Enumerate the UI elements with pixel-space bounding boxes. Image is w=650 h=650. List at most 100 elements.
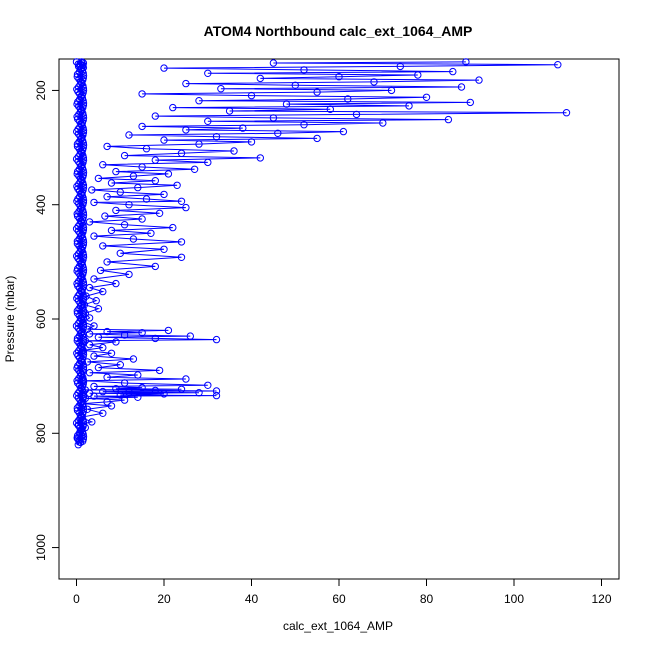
data-point <box>88 418 96 426</box>
data-point <box>182 203 190 212</box>
data-point <box>422 93 431 102</box>
data-point <box>74 319 83 328</box>
data-point <box>96 266 105 275</box>
data-point <box>147 229 155 238</box>
data-point <box>269 114 278 122</box>
data-point <box>186 332 195 340</box>
data-point <box>94 174 103 183</box>
data-point <box>169 103 177 112</box>
data-point <box>151 334 160 343</box>
data-point <box>120 151 129 160</box>
y-tick-label: 1000 <box>34 534 48 561</box>
data-point <box>134 393 142 401</box>
data-point <box>247 91 256 100</box>
data-point <box>75 374 83 383</box>
series-line <box>77 61 567 445</box>
data-point <box>217 85 225 93</box>
data-point <box>282 100 291 108</box>
data-point <box>74 250 83 258</box>
data-point <box>76 428 84 436</box>
data-point <box>212 335 221 344</box>
data-point <box>85 341 94 349</box>
data-point <box>72 58 81 66</box>
data-point <box>103 398 111 406</box>
data-point <box>99 161 107 169</box>
y-tick-label: 200 <box>34 80 48 100</box>
data-point <box>387 86 396 95</box>
data-point <box>256 154 264 162</box>
data-point <box>155 366 164 375</box>
data-point <box>125 201 133 209</box>
data-point <box>112 167 120 176</box>
data-point <box>120 396 129 404</box>
data-point <box>405 102 413 110</box>
series-lines <box>76 61 567 445</box>
data-point <box>182 79 190 88</box>
data-point <box>212 387 221 395</box>
data-point <box>79 318 87 326</box>
data-point <box>225 107 234 115</box>
data-point <box>107 226 116 235</box>
data-point <box>99 343 107 352</box>
data-point <box>457 83 466 91</box>
x-tick-label: 120 <box>591 592 611 606</box>
y-tick-label: 800 <box>34 423 48 443</box>
data-point <box>116 249 125 258</box>
plot-frame <box>58 58 620 580</box>
data-point <box>142 195 151 203</box>
data-point <box>90 322 98 330</box>
data-point <box>74 153 83 161</box>
data-point <box>212 391 221 400</box>
data-point <box>449 67 457 76</box>
data-point <box>155 209 164 218</box>
data-point <box>120 331 129 339</box>
data-point <box>344 95 352 103</box>
data-point <box>85 283 94 292</box>
data-point <box>562 109 571 117</box>
data-point <box>72 322 81 330</box>
data-point <box>99 242 107 250</box>
data-point <box>125 270 133 279</box>
data-point <box>90 198 98 207</box>
data-point <box>164 326 173 335</box>
data-point <box>83 405 92 413</box>
data-point <box>103 373 111 381</box>
y-tick-label: 600 <box>34 309 48 329</box>
data-point <box>82 292 90 300</box>
data-point <box>151 177 160 185</box>
data-point <box>107 402 116 410</box>
data-point <box>169 223 177 232</box>
data-point <box>160 390 168 398</box>
data-point <box>103 193 111 201</box>
data-point <box>291 81 299 90</box>
data-point <box>190 165 199 174</box>
data-point <box>75 110 83 119</box>
data-point <box>107 179 116 187</box>
data-point <box>230 147 238 155</box>
y-tick-label: 400 <box>34 194 48 214</box>
data-point <box>129 355 138 363</box>
data-point <box>151 112 160 120</box>
data-point <box>138 383 146 392</box>
data-point <box>379 119 387 127</box>
data-point <box>79 321 88 329</box>
data-point <box>85 314 94 322</box>
data-point <box>177 149 186 158</box>
data-point <box>475 76 483 84</box>
data-point <box>81 309 90 317</box>
data-point <box>138 122 146 131</box>
data-point <box>112 385 120 393</box>
data-point <box>90 232 98 240</box>
data-point <box>151 262 160 271</box>
data-point <box>274 129 282 138</box>
data-point <box>120 379 129 387</box>
data-point <box>99 409 107 417</box>
data-point <box>116 391 125 399</box>
data-point <box>138 90 146 98</box>
data-point <box>74 222 82 231</box>
data-point <box>151 156 160 164</box>
data-point <box>129 172 138 180</box>
data-point <box>129 235 138 243</box>
data-point <box>79 223 88 232</box>
data-point <box>177 385 186 393</box>
